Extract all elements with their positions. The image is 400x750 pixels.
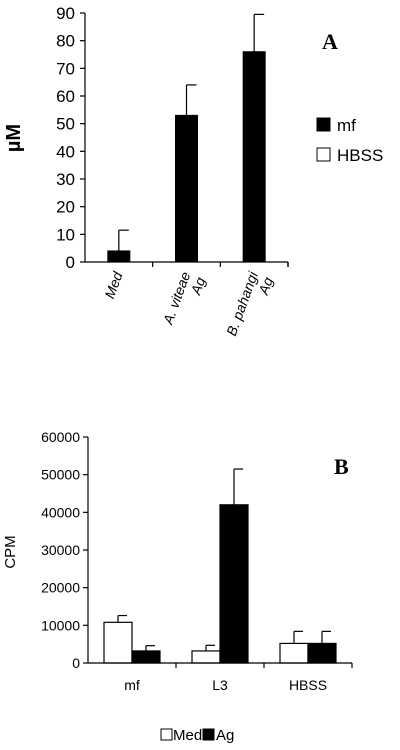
chart-b-y-tick-label: 60000 [41, 429, 80, 445]
chart-a-y-tick-label: 10 [56, 225, 75, 244]
chart-b-bar-ag [307, 642, 337, 664]
chart-a-y-tick-labels: 0 10 20 30 40 50 60 70 80 90 [56, 4, 75, 272]
chart-b-category-label: L3 [212, 677, 228, 693]
chart-a-y-tick-label: 50 [56, 115, 75, 134]
chart-a-x-ticks [152, 262, 289, 267]
chart-b-bar-ag [131, 650, 161, 664]
chart-b-bar-med [279, 642, 309, 664]
chart-b-y-axis-label: CPM [2, 535, 19, 568]
chart-a-y-tick-label: 40 [56, 142, 75, 161]
chart-b-legend-swatch-ag [202, 728, 215, 741]
chart-b-y-tick-labels: 0 10000 20000 30000 40000 50000 60000 [41, 429, 80, 671]
chart-a-category-label-line: A. viteae [159, 269, 193, 327]
chart-a-legend: mf HBSS [316, 116, 383, 165]
chart-a-legend-swatch-mf [316, 117, 331, 132]
chart-b-y-tick-label: 50000 [41, 467, 80, 483]
chart-b-legend-swatch-med [160, 728, 173, 741]
chart-b-y-tick-label: 30000 [41, 542, 80, 558]
chart-a-y-tick-label: 20 [56, 198, 75, 217]
chart-a-y-tick-label: 80 [56, 32, 75, 51]
chart-b-x-ticks [175, 663, 353, 668]
chart-a-y-tick-label: 90 [56, 4, 75, 23]
chart-a-y-tick-label: 30 [56, 170, 75, 189]
chart-a-panel-label: A [322, 29, 338, 54]
chart-b-error-bars [117, 468, 331, 651]
chart-a-bar-mf [175, 114, 198, 263]
chart-a-legend-label-hbss: HBSS [337, 146, 383, 165]
chart-a-category-label-line: Med [101, 268, 126, 300]
chart-a-error-bars [118, 13, 265, 251]
chart-b-y-tick-label: 40000 [41, 504, 80, 520]
chart-b-panel-label: B [334, 454, 349, 479]
chart-b-legend-label-ag: Ag [216, 727, 234, 744]
chart-a-y-tick-label: 0 [66, 253, 75, 272]
chart-a-legend-label-mf: mf [337, 116, 356, 135]
chart-a-bar-mf [107, 250, 131, 263]
chart-a-category-label-line: B. pahangi [223, 269, 261, 338]
chart-b-y-ticks [83, 436, 88, 664]
chart-b-y-tick-label: 0 [72, 655, 80, 671]
chart-a-bar-mf [242, 51, 266, 263]
chart-b-legend: Med Ag [160, 727, 234, 744]
chart-b-y-tick-label: 20000 [41, 580, 80, 596]
chart-b-bar-med [103, 621, 133, 664]
chart-b-bars [103, 504, 337, 664]
chart-a-y-ticks [80, 12, 85, 263]
chart-a-category-label-line: Ag [255, 275, 276, 298]
chart-b: 0 10000 20000 30000 40000 50000 60000 mf L3 HBSS… [2, 429, 353, 744]
chart-b-category-labels: mf L3 HBSS [124, 677, 327, 693]
chart-b-bar-ag [219, 504, 249, 664]
chart-b-legend-label-med: Med [173, 727, 202, 744]
chart-b-y-tick-label: 10000 [41, 617, 80, 633]
chart-a-bars [107, 51, 266, 263]
chart-a-y-tick-label: 70 [56, 59, 75, 78]
chart-b-category-label: HBSS [289, 677, 327, 693]
chart-a-legend-swatch-hbss [316, 147, 331, 162]
chart-b-category-label: mf [124, 677, 140, 693]
chart-a-y-tick-label: 60 [56, 87, 75, 106]
chart-a-category-label: Med [101, 268, 126, 300]
chart-a-y-axis-label: µM [3, 124, 25, 152]
chart-b-bar-med [191, 650, 221, 664]
chart-a-category-label-line: Ag [187, 275, 208, 298]
